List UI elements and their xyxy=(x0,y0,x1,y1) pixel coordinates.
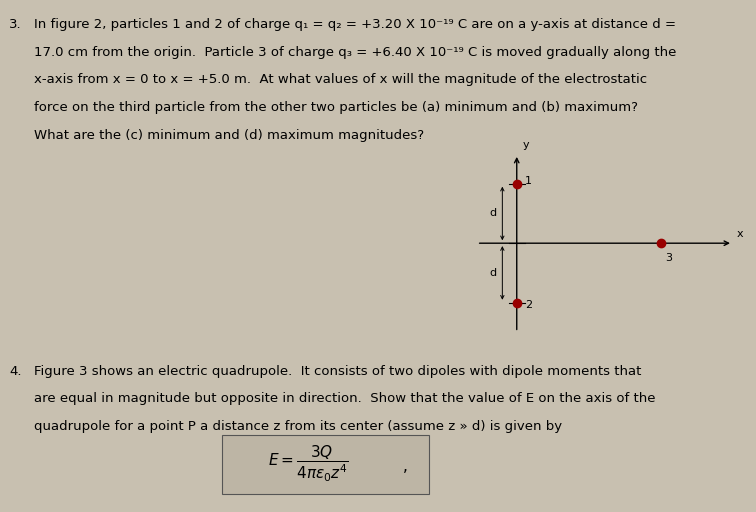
Text: 2: 2 xyxy=(525,301,532,310)
Text: In figure 2, particles 1 and 2 of charge q₁ = q₂ = +3.20 X 10⁻¹⁹ C are on a y-ax: In figure 2, particles 1 and 2 of charge… xyxy=(34,18,676,31)
Text: 3: 3 xyxy=(665,253,672,263)
Text: d: d xyxy=(490,268,497,278)
Text: 17.0 cm from the origin.  Particle 3 of charge q₃ = +6.40 X 10⁻¹⁹ C is moved gra: 17.0 cm from the origin. Particle 3 of c… xyxy=(34,46,677,58)
Text: ,: , xyxy=(403,459,407,475)
Text: 3.: 3. xyxy=(9,18,22,31)
Text: What are the (c) minimum and (d) maximum magnitudes?: What are the (c) minimum and (d) maximum… xyxy=(34,129,424,141)
Text: y: y xyxy=(522,140,529,150)
Text: force on the third particle from the other two particles be (a) minimum and (b) : force on the third particle from the oth… xyxy=(34,101,638,114)
Text: quadrupole for a point P a distance z from its center (assume z » d) is given by: quadrupole for a point P a distance z fr… xyxy=(34,420,562,433)
Text: are equal in magnitude but opposite in direction.  Show that the value of E on t: are equal in magnitude but opposite in d… xyxy=(34,392,655,405)
Text: d: d xyxy=(490,208,497,219)
Text: x-axis from x = 0 to x = +5.0 m.  At what values of x will the magnitude of the : x-axis from x = 0 to x = +5.0 m. At what… xyxy=(34,73,647,86)
Text: $E = \dfrac{3Q}{4\pi\varepsilon_0 z^4}$: $E = \dfrac{3Q}{4\pi\varepsilon_0 z^4}$ xyxy=(268,444,349,484)
Text: x: x xyxy=(737,229,743,239)
Text: Figure 3 shows an electric quadrupole.  It consists of two dipoles with dipole m: Figure 3 shows an electric quadrupole. I… xyxy=(34,365,641,377)
Text: 4.: 4. xyxy=(9,365,22,377)
Text: 1: 1 xyxy=(525,176,531,186)
FancyBboxPatch shape xyxy=(222,435,429,494)
